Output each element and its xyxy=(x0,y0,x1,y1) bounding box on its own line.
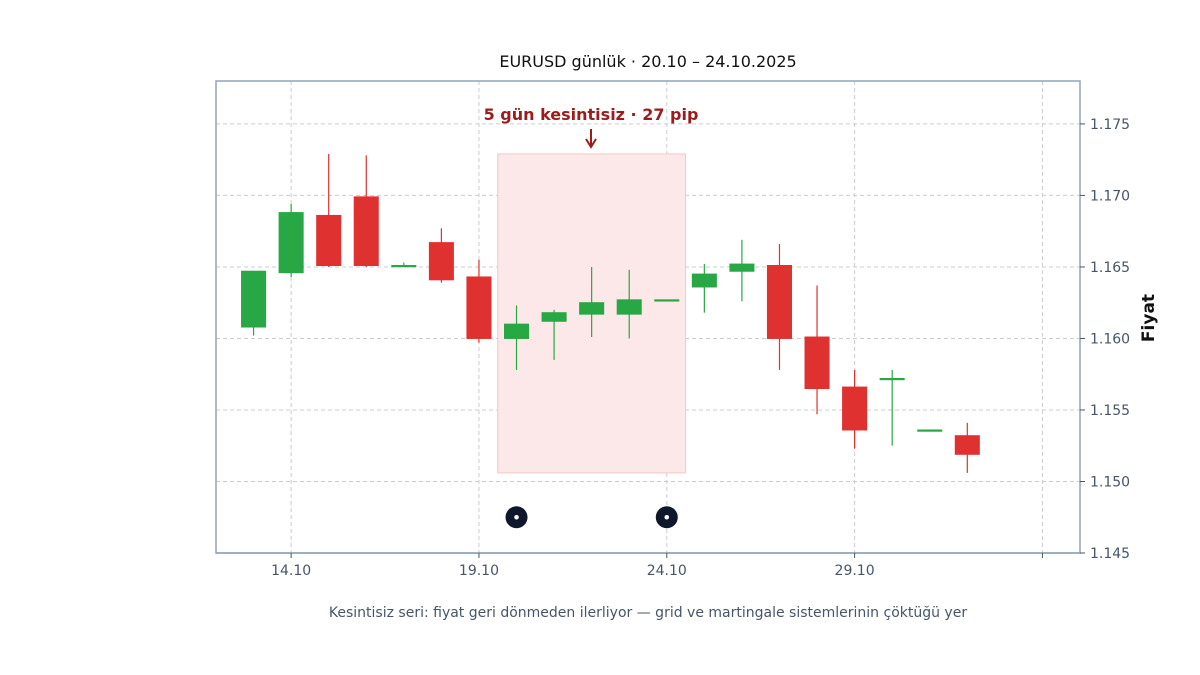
annotation-label: 5 gün kesintisiz · 27 pip xyxy=(484,105,699,124)
y-tick-label: 1.150 xyxy=(1090,474,1130,490)
chart-title: EURUSD günlük · 20.10 – 24.10.2025 xyxy=(499,52,796,71)
x-tick-label: 19.10 xyxy=(459,563,499,579)
x-tick-label: 29.10 xyxy=(835,563,875,579)
candle-body xyxy=(879,378,905,381)
candle xyxy=(654,299,680,302)
x-tick-label: 14.10 xyxy=(271,563,311,579)
grid xyxy=(216,81,1080,553)
y-axis-label: Fiyat xyxy=(1139,294,1159,342)
y-tick-label: 1.155 xyxy=(1090,403,1130,419)
candle xyxy=(316,153,342,267)
candle xyxy=(842,369,868,449)
chart-caption: Kesintisiz seri: fiyat geri dönmeden ile… xyxy=(329,605,967,621)
candle xyxy=(917,429,943,432)
candle-body xyxy=(842,386,868,431)
candle-body xyxy=(278,212,304,274)
marker-center xyxy=(664,514,670,520)
candle xyxy=(391,262,417,268)
candle-body xyxy=(729,263,755,272)
candle-body xyxy=(541,312,567,322)
candle-body xyxy=(691,273,717,288)
candle-body xyxy=(804,336,830,390)
candle xyxy=(278,204,304,277)
candle xyxy=(579,266,605,338)
marker-center xyxy=(514,514,519,520)
x-tick-label: 24.10 xyxy=(647,563,687,579)
y-tick-label: 1.175 xyxy=(1090,117,1130,133)
event-marker xyxy=(655,506,678,529)
candles xyxy=(241,153,980,473)
y-tick-label: 1.165 xyxy=(1090,260,1130,276)
candle-body xyxy=(654,299,680,302)
y-tick-label: 1.170 xyxy=(1090,188,1130,204)
y-axis: 1.145 1.150 1.155 1.160 1.165 1.170 1.175 xyxy=(1080,117,1130,562)
candle xyxy=(241,270,267,336)
candle xyxy=(804,285,830,415)
candle xyxy=(428,228,454,283)
candle xyxy=(766,244,792,370)
candle-body xyxy=(954,435,980,455)
annotation-arrow xyxy=(585,129,597,149)
candle-body xyxy=(766,265,792,339)
candle xyxy=(879,369,905,446)
candle xyxy=(729,239,755,302)
candle xyxy=(504,305,530,370)
candle-body xyxy=(917,429,943,432)
candle xyxy=(353,155,379,267)
markers xyxy=(505,506,678,529)
candle xyxy=(954,422,980,473)
event-marker xyxy=(505,506,528,529)
x-axis: 14.10 19.10 24.10 29.10 xyxy=(271,553,1043,579)
candle-body xyxy=(241,270,267,328)
candle xyxy=(541,309,567,360)
candle xyxy=(466,259,492,343)
candle xyxy=(616,269,642,339)
candle-body xyxy=(579,302,605,315)
candle-body xyxy=(428,242,454,281)
candle-body xyxy=(616,299,642,315)
y-tick-label: 1.145 xyxy=(1090,546,1130,562)
candle-body xyxy=(466,276,492,339)
candle-body xyxy=(353,196,379,267)
candle-body xyxy=(391,265,417,268)
candle-body xyxy=(316,214,342,267)
candle xyxy=(691,264,717,313)
y-tick-label: 1.160 xyxy=(1090,331,1130,347)
candle-body xyxy=(504,323,530,339)
